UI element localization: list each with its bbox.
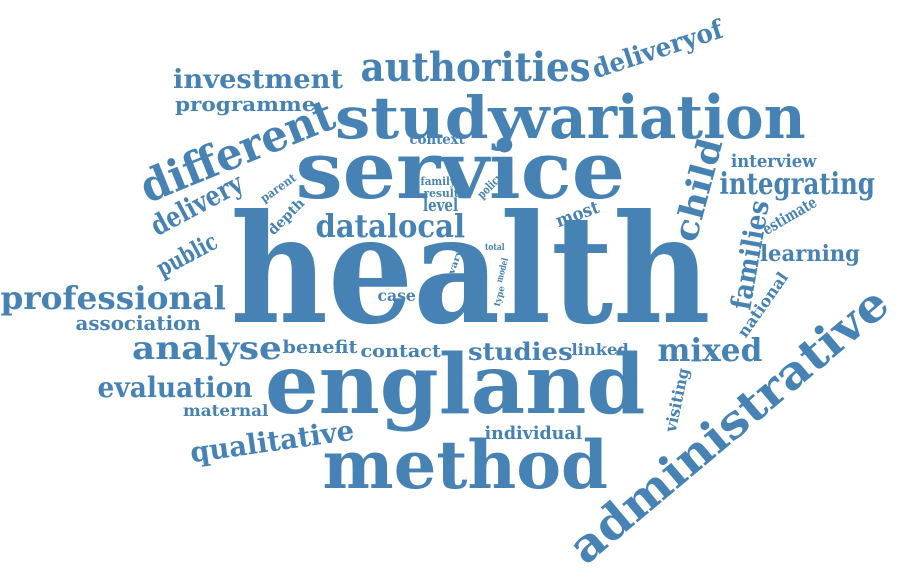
word-datalocal: datalocal [314,207,465,245]
word-learning: learning [759,241,860,267]
word-year: year [445,272,466,283]
word-result: result [423,186,459,200]
word-maternal: maternal [182,401,268,420]
word-context: context [409,132,465,148]
word-total: total [484,242,505,253]
word-programme: programme [174,92,316,116]
word-study: study [334,84,525,152]
word-contact: contact [359,341,441,362]
word-family: family [420,174,456,188]
word-authorities: authorities [360,44,591,91]
word-service: service [294,123,625,217]
word-analyse: analyse [132,329,282,367]
word-professional: professional [0,279,226,317]
word-individual: individual [484,423,582,444]
word-level: level [422,195,458,216]
word-linked: linked [571,340,629,359]
word-benefit: benefit [282,337,358,358]
word-deliveryof: deliveryof [588,14,727,86]
word-england: england [264,337,646,433]
word-investment: investment [173,65,344,95]
word-method: method [322,426,608,504]
word-integrating: integrating [719,167,875,202]
word-case: case [377,286,416,305]
word-studies: studies [467,337,573,366]
word-evaluation: evaluation [97,371,253,404]
word-mixed: mixed [657,331,763,369]
word-association: association [75,311,201,335]
word-health: health [229,182,711,358]
word-interview: interview [730,151,816,172]
word-variation: variation [515,83,806,153]
